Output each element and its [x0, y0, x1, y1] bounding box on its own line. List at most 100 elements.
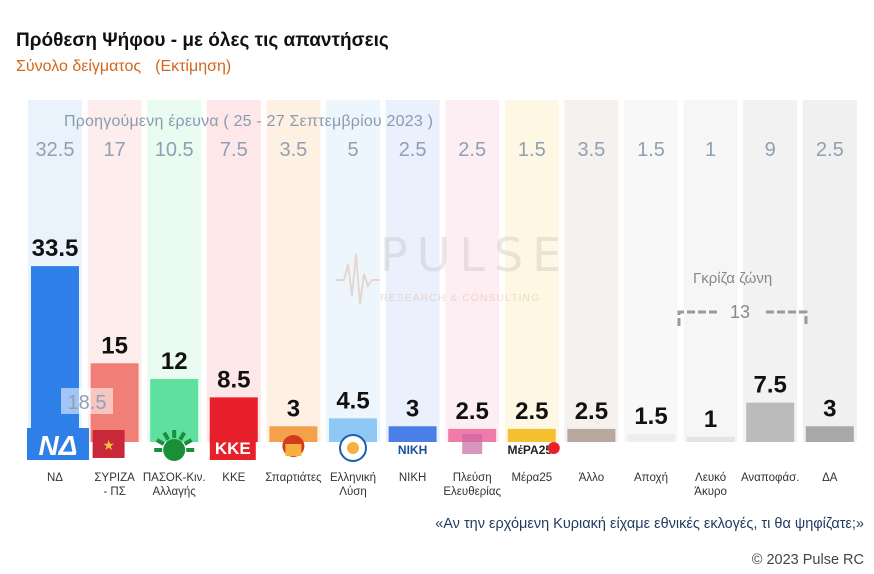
column-bg: [206, 100, 261, 442]
column-bg: [445, 100, 500, 442]
column-bg: [266, 100, 321, 442]
value-label: 33.5: [32, 235, 79, 262]
category-label: ΝΔ: [47, 472, 63, 484]
grey-zone-bracket: [677, 310, 808, 326]
previous-value-label: 1.5: [518, 139, 546, 161]
column-bg: [683, 100, 738, 442]
previous-value-label: 2.5: [816, 139, 844, 161]
pulse-wave-icon: [336, 253, 380, 305]
category-label-line: Μέρα25: [511, 472, 552, 484]
syriza-star-icon: ★: [102, 437, 115, 453]
watermark-name: PULSE: [380, 228, 571, 282]
kke-logo: [209, 434, 256, 460]
category-label-line: ΚΚΕ: [222, 472, 245, 484]
previous-value-label: 32.5: [36, 139, 75, 161]
category-label: Σπαρτιάτες: [265, 472, 322, 484]
value-label: 2.5: [575, 398, 608, 425]
nd-logo: [27, 428, 89, 460]
previous-value-label: 3.5: [279, 139, 307, 161]
category-label-line: Αλλαγής: [153, 486, 197, 498]
value-label: 1.5: [634, 403, 667, 430]
category-label-line: Αποχή: [634, 472, 668, 484]
grey-zone-value: 13: [730, 302, 751, 322]
column-bg: [326, 100, 380, 442]
bar: [805, 426, 854, 442]
syriza-logo: [92, 430, 125, 458]
category-label: Αναποφάσ.: [741, 472, 799, 484]
category-label-line: ΔΑ: [822, 472, 838, 484]
previous-value-label: 5: [347, 139, 358, 161]
survey-question: «Αν την ερχόμενη Κυριακή είχαμε εθνικές …: [435, 516, 864, 532]
category-label-line: Πλεύση: [453, 472, 492, 484]
category-label-line: Ελευθερίας: [443, 486, 501, 498]
spartiates-helmet-icon: [285, 444, 302, 456]
subtitle-sample: Σύνολο δείγματος: [16, 58, 142, 75]
pasok-sun-ray: [183, 438, 193, 446]
category-label-line: Αναποφάσ.: [741, 472, 799, 484]
column-bg: [624, 100, 678, 442]
category-label: Λευκό Άκυρο: [694, 472, 727, 498]
bar: [269, 426, 318, 442]
category-label: ΝΙΚΗ: [399, 472, 426, 484]
category-label-line: Λευκό: [695, 472, 726, 484]
category-label-line: - ΠΣ: [103, 486, 125, 498]
category-label: ΣΥΡΙΖΑ - ΠΣ: [94, 472, 135, 498]
category-label: ΔΑ: [822, 472, 838, 484]
value-label: 4.5: [336, 387, 369, 414]
column-bg: [504, 100, 559, 442]
elliniki-lysi-center-icon: [347, 442, 359, 454]
nd-logo-text: ΝΔ: [38, 430, 77, 461]
previous-value-label: 3.5: [577, 139, 605, 161]
previous-value-label: 10.5: [155, 139, 194, 161]
category-label-line: Ελληνική: [330, 472, 376, 484]
mera25-logo: ΜέΡΑ25: [508, 443, 553, 457]
plefsi-logo: [462, 434, 483, 454]
column-bg: [743, 100, 798, 442]
category-label-line: ΠΑΣΟΚ-Κιν.: [143, 472, 206, 484]
column-bg: [385, 100, 440, 442]
bar: [567, 428, 616, 442]
previous-value-label: 9: [765, 139, 776, 161]
pasok-logo: [163, 439, 186, 461]
category-label-line: ΣΥΡΙΖΑ: [94, 472, 135, 484]
value-label: 8.5: [217, 366, 250, 393]
previous-value-label: 17: [103, 139, 125, 161]
value-label: 3: [823, 395, 836, 422]
value-label: 2.5: [515, 398, 548, 425]
pasok-sun-ray: [162, 431, 170, 441]
category-label: Αποχή: [634, 472, 668, 484]
value-label: 7.5: [754, 372, 787, 399]
subtitle-estimate: (Εκτίμηση): [155, 58, 232, 75]
bar: [686, 436, 735, 442]
column-bg: [802, 100, 857, 442]
copyright: © 2023 Pulse RC: [751, 552, 864, 568]
category-label-line: Άκυρο: [694, 486, 727, 498]
category-label-line: Σπαρτιάτες: [265, 472, 322, 484]
grey-zone-label: Γκρίζα ζώνη: [693, 270, 773, 287]
bar: [627, 434, 675, 442]
inner-label: 18.5: [68, 392, 107, 414]
pasok-sun-ray: [178, 431, 186, 441]
category-label: Πλεύση Ελευθερίας: [443, 472, 501, 498]
value-label: 1: [704, 406, 717, 433]
category-label-line: Λύση: [339, 486, 366, 498]
category-label: ΚΚΕ: [222, 472, 245, 484]
pulse-watermark: PULSE RESEARCH & CONSULTING: [336, 228, 576, 318]
mera25-dot-icon: [547, 442, 560, 454]
previous-value-label: 2.5: [399, 139, 427, 161]
chart-title: Πρόθεση Ψήφου - με όλες τις απαντήσεις: [16, 30, 389, 51]
previous-value-label: 7.5: [220, 139, 248, 161]
value-label: 15: [101, 332, 128, 359]
watermark-tagline: RESEARCH & CONSULTING: [380, 292, 541, 304]
category-label-line: Άλλο: [579, 472, 604, 484]
bar: [31, 266, 79, 442]
previous-value-label: 2.5: [458, 139, 486, 161]
value-label: 3: [406, 395, 419, 422]
value-label: 3: [287, 395, 300, 422]
niki-logo: ΝΙΚΗ: [398, 443, 427, 457]
chart-subtitle: Σύνολο δείγματος (Εκτίμηση): [16, 58, 231, 76]
column-bg: [564, 100, 619, 442]
category-label-line: ΝΔ: [47, 472, 63, 484]
pasok-sun-ray: [155, 438, 165, 446]
